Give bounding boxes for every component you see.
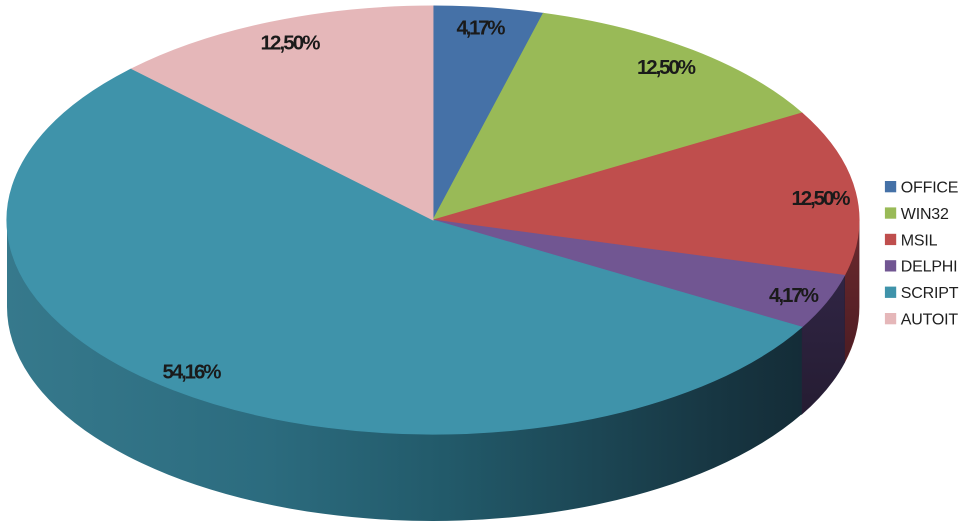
svg-text:4,17%: 4,17% xyxy=(457,17,506,40)
svg-text:MSIL: MSIL xyxy=(901,232,938,249)
svg-text:12,50%: 12,50% xyxy=(792,187,851,210)
svg-text:54,16%: 54,16% xyxy=(163,361,222,384)
svg-text:12,50%: 12,50% xyxy=(637,56,696,79)
svg-text:DELPHI: DELPHI xyxy=(901,259,958,276)
svg-text:12,50%: 12,50% xyxy=(261,32,321,55)
svg-text:OFFICE: OFFICE xyxy=(901,180,958,197)
svg-text:WIN32: WIN32 xyxy=(901,206,949,223)
svg-text:SCRIPT: SCRIPT xyxy=(901,285,959,302)
svg-text:4,17%: 4,17% xyxy=(769,284,819,307)
svg-text:AUTOIT: AUTOIT xyxy=(901,312,959,329)
